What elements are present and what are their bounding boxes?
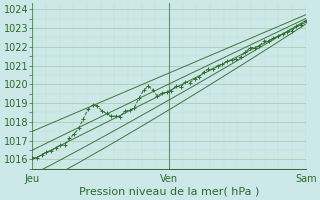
X-axis label: Pression niveau de la mer( hPa ): Pression niveau de la mer( hPa ) bbox=[79, 187, 259, 197]
